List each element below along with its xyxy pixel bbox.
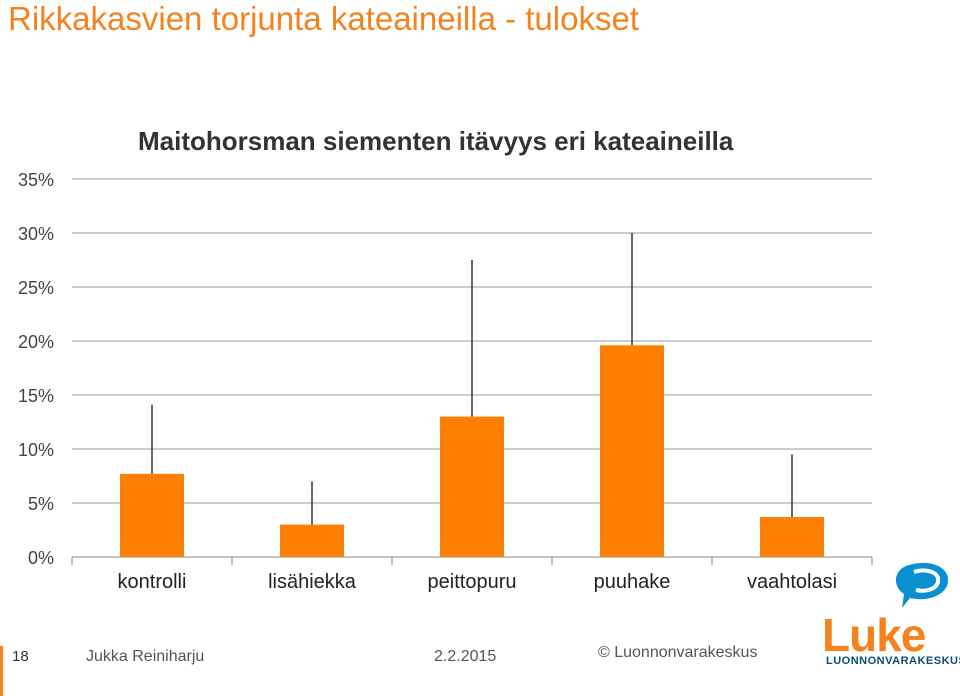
slide-title: Rikkakasvien torjunta kateaineilla - tul… <box>8 0 639 37</box>
y-tick-label: 0% <box>28 548 54 568</box>
x-tick-label: peittopuru <box>428 571 517 593</box>
bar <box>280 524 344 557</box>
footer-author: Jukka Reiniharju <box>86 648 205 665</box>
x-tick-label: puuhake <box>594 571 671 593</box>
y-tick-label: 5% <box>28 494 54 514</box>
y-tick-label: 15% <box>18 386 54 406</box>
x-tick-label: vaahtolasi <box>747 571 837 593</box>
footer-accent-bar <box>0 646 3 696</box>
page-number: 18 <box>12 648 29 665</box>
y-tick-label: 10% <box>18 440 54 460</box>
bar <box>440 416 504 557</box>
y-tick-label: 20% <box>18 332 54 352</box>
chart-title: Maitohorsman siementen itävyys eri katea… <box>138 126 734 156</box>
bar <box>600 345 664 557</box>
y-tick-label: 35% <box>18 170 54 190</box>
logo-subtitle: LUONNONVARAKESKUS <box>826 655 960 667</box>
x-tick-label: kontrolli <box>118 571 187 593</box>
logo-wordmark: Luke <box>822 609 926 661</box>
footer-date: 2.2.2015 <box>434 648 497 665</box>
y-tick-label: 25% <box>18 278 54 298</box>
luke-logo-icon <box>896 562 949 608</box>
bar <box>120 473 184 557</box>
bar <box>760 517 824 557</box>
y-tick-label: 30% <box>18 224 54 244</box>
footer-copyright: © Luonnonvarakeskus <box>598 644 758 661</box>
x-tick-label: lisähiekka <box>268 571 357 593</box>
